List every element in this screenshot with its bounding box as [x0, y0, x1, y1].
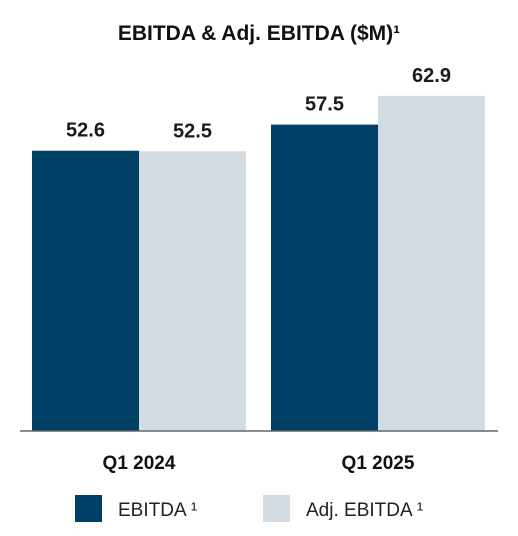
bar-adj-ebitda-1 [378, 95, 485, 431]
chart-title: EBITDA & Adj. EBITDA ($M)¹ [118, 22, 400, 45]
bar-adj-ebitda-0 [139, 151, 246, 431]
category-label-0: Q1 2024 [103, 453, 176, 474]
category-label-1: Q1 2025 [342, 453, 415, 474]
value-label-adj-ebitda-0: 52.5 [173, 120, 212, 142]
legend-swatch-adj-ebitda [263, 495, 290, 522]
category-labels-layer: Q1 2024 Q1 2025 [103, 453, 415, 474]
bar-ebitda-1 [271, 124, 378, 431]
value-label-adj-ebitda-1: 62.9 [412, 65, 451, 87]
legend-swatch-ebitda [75, 495, 102, 522]
legend: EBITDA ¹ Adj. EBITDA ¹ [75, 495, 423, 522]
value-labels-layer: 52.6 52.5 57.5 62.9 [66, 65, 451, 142]
bars-layer [32, 95, 485, 431]
bar-ebitda-0 [32, 150, 139, 431]
legend-label-adj-ebitda: Adj. EBITDA ¹ [306, 500, 423, 521]
value-label-ebitda-1: 57.5 [305, 94, 344, 116]
legend-label-ebitda: EBITDA ¹ [118, 500, 197, 521]
value-label-ebitda-0: 52.6 [66, 120, 105, 142]
